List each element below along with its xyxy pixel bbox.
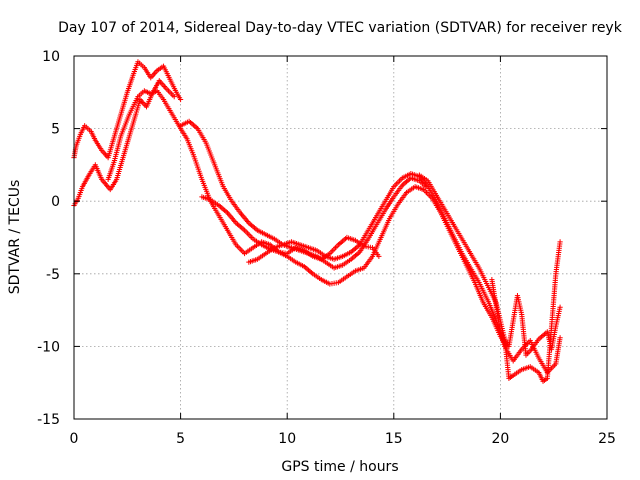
- chart-title: Day 107 of 2014, Sidereal Day-to-day VTE…: [58, 20, 623, 36]
- series-track-f: [246, 171, 563, 376]
- y-axis-label: SDTVAR / TECUs: [7, 180, 23, 295]
- y-tick-label: 0: [51, 194, 60, 210]
- series-track-a: [71, 59, 184, 161]
- y-tick-label: 5: [51, 122, 60, 138]
- tick-labels: 0 5 10 15 20 25 -15 -10 -5 0 5 10: [37, 49, 616, 447]
- x-axis-label: GPS time / hours: [281, 459, 398, 475]
- series-track-h: [489, 277, 563, 358]
- y-tick-label: -15: [37, 412, 60, 428]
- axis-ticks: [73, 55, 608, 420]
- series-track-d: [178, 118, 429, 271]
- gridlines: [74, 56, 607, 419]
- x-tick-label: 10: [278, 431, 296, 447]
- series-track-c: [105, 88, 382, 262]
- x-tick-label: 0: [70, 431, 79, 447]
- data-point: [178, 96, 184, 103]
- data-point: [557, 335, 563, 341]
- data-point: [557, 304, 563, 310]
- x-tick-label: 15: [385, 431, 403, 447]
- y-tick-label: 10: [42, 49, 60, 65]
- series-track-e: [199, 184, 510, 349]
- x-tick-label: 5: [176, 431, 185, 447]
- y-tick-label: -5: [46, 267, 60, 283]
- plot-frame: [73, 55, 608, 420]
- data-point: [376, 253, 382, 259]
- data-points: [71, 59, 563, 384]
- data-point: [557, 239, 563, 245]
- series-track-g: [416, 172, 563, 384]
- y-tick-label: -10: [37, 339, 60, 355]
- x-tick-label: 25: [598, 431, 616, 447]
- x-tick-label: 20: [491, 431, 509, 447]
- data-point: [171, 94, 177, 100]
